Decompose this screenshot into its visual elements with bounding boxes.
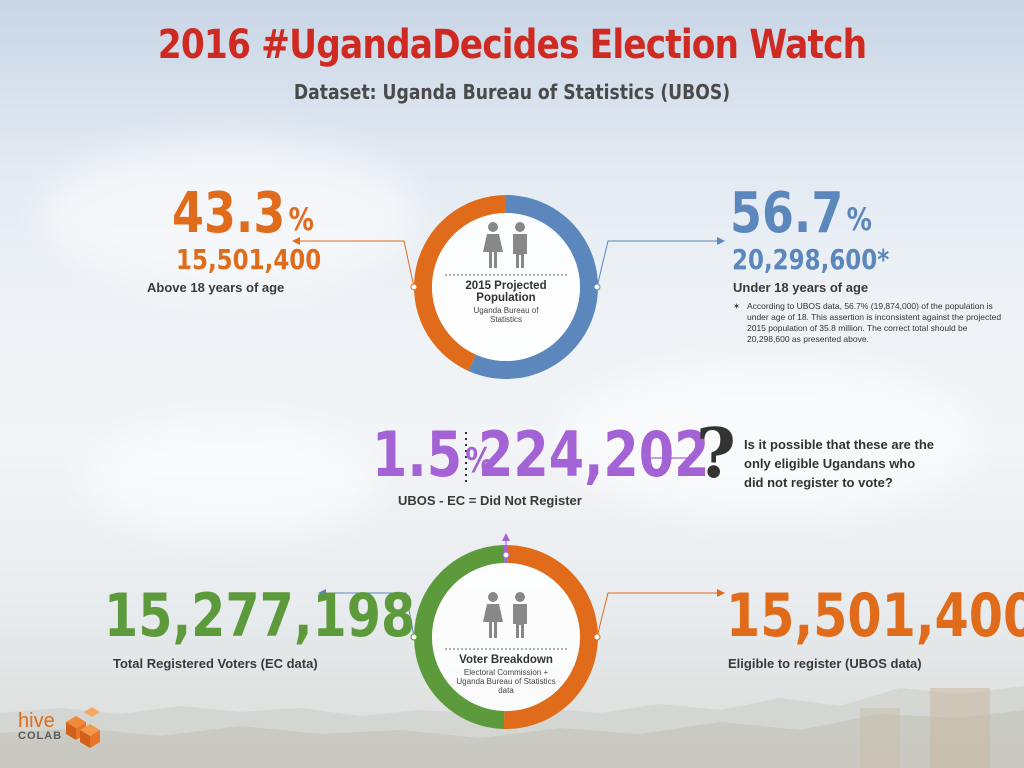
- voter-center-source: Electoral Commission + Uganda Bureau of …: [456, 668, 556, 695]
- eligible-count: 15,501,400: [726, 581, 1024, 651]
- connector-right-top: [596, 240, 718, 288]
- cloud-decoration: [560, 360, 980, 520]
- hive-colab-logo: hive COLAB: [18, 710, 63, 742]
- arrowhead-right-bottom: [717, 589, 725, 597]
- question-mark-icon: ?: [696, 414, 736, 494]
- voter-donut-center-disc: [432, 563, 580, 711]
- voter-center-title: Voter Breakdown: [459, 654, 553, 666]
- cloud-decoration: [80, 420, 380, 540]
- dataset-subtitle: Dataset: Uganda Bureau of Statistics (UB…: [293, 80, 731, 104]
- under-18-label: Under 18 years of age: [733, 280, 869, 295]
- voter-donut-slice-eligible-to-register-ubos-data: [503, 545, 598, 729]
- footnote-text: According to UBOS data, 56.7% (19,874,00…: [747, 301, 1002, 344]
- people-icon: [483, 592, 527, 638]
- arrowhead-left-bottom: [318, 589, 326, 597]
- cloud-decoration: [40, 140, 420, 290]
- under-18-percent: 56.7%: [730, 181, 872, 246]
- above-18-label: Above 18 years of age: [147, 280, 285, 295]
- unregistered-label: UBOS - EC = Did Not Register: [398, 493, 582, 508]
- registered-voters-count: 15,277,198: [104, 581, 416, 651]
- voter-center-text: Voter Breakdown Electoral Commission + U…: [436, 654, 576, 695]
- people-icon: [483, 222, 527, 268]
- connector-dot-right-top: [593, 283, 601, 291]
- voter-donut-slice-total-registered-voters-ec-data: [414, 545, 505, 729]
- unregistered-count: 224,202: [478, 418, 710, 491]
- connector-dot-unregistered: [502, 551, 510, 559]
- logo-hive-text: hive: [18, 710, 55, 732]
- population-center-text: 2015 Projected Population Uganda Bureau …: [436, 280, 576, 324]
- percent-sign: %: [288, 202, 314, 238]
- population-donut-slice-above-18-years-of-age: [414, 195, 506, 371]
- population-center-source: Uganda Bureau of Statistics: [473, 306, 539, 324]
- arrowhead-left-top: [292, 237, 300, 245]
- footnote-star: ✶: [733, 301, 741, 311]
- above-18-percent: 43.3%: [172, 181, 314, 246]
- connector-dot-left-top: [410, 283, 418, 291]
- above-18-count: 15,501,400: [176, 243, 322, 276]
- connector-dot-right-bottom: [593, 633, 601, 641]
- arrowhead-question: [689, 454, 697, 462]
- percent-sign: %: [846, 202, 872, 238]
- arrowhead-unregistered: [502, 533, 510, 541]
- question-text: Is it possible that these are the only e…: [744, 437, 934, 490]
- percent-sign: %: [465, 441, 494, 481]
- connector-left-bottom: [325, 592, 415, 638]
- connector-right-bottom: [596, 592, 718, 638]
- population-footnote: ✶ According to UBOS data, 56.7% (19,874,…: [733, 301, 1003, 345]
- hive-logo-icon: [66, 707, 100, 748]
- eligible-label: Eligible to register (UBOS data): [728, 656, 922, 671]
- page-title: 2016 #UgandaDecides Election Watch: [157, 22, 867, 68]
- arrowhead-right-top: [717, 237, 725, 245]
- population-center-title: 2015 Projected Population: [465, 280, 547, 304]
- population-donut-chart: [414, 195, 599, 379]
- voter-donut-chart: [414, 545, 598, 729]
- connector-dot-left-bottom: [410, 633, 418, 641]
- logo-colab-text: COLAB: [18, 730, 63, 742]
- under-18-count: 20,298,600*: [732, 243, 890, 276]
- population-donut-slice-under-18-years-of-age: [468, 195, 599, 379]
- population-donut-center-disc: [432, 213, 580, 361]
- unregistered-percent: 1.5%: [372, 418, 494, 491]
- connector-left-top: [298, 240, 415, 288]
- registered-voters-label: Total Registered Voters (EC data): [113, 656, 318, 671]
